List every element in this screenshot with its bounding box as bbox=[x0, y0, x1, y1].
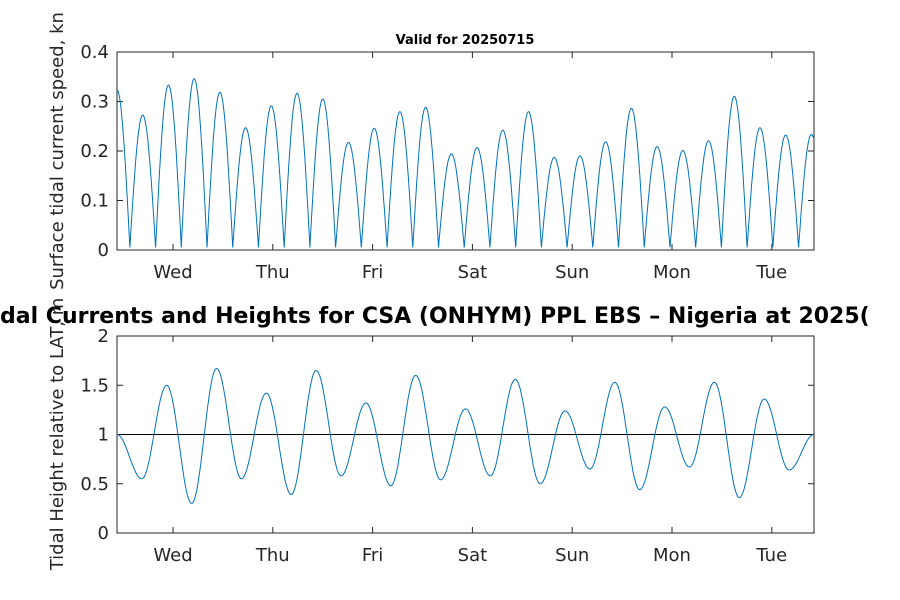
x-tick-label: Sun bbox=[555, 545, 589, 566]
chart-title: Valid for 20250715 bbox=[396, 33, 535, 48]
x-tick-label: Wed bbox=[153, 545, 192, 566]
plot-area-top bbox=[116, 51, 815, 251]
x-tick-label: Mon bbox=[653, 545, 691, 566]
x-tick-label: Mon bbox=[653, 262, 691, 283]
x-tick-label: Thu bbox=[255, 545, 290, 566]
y-tick-label: 0.2 bbox=[80, 141, 109, 162]
page-title: dal Currents and Heights for CSA (ONHYM)… bbox=[0, 304, 870, 329]
x-tick-label: Thu bbox=[255, 262, 290, 283]
y-tick-label: 0 bbox=[98, 523, 109, 544]
y-tick-label: 2 bbox=[98, 326, 109, 347]
x-tick-label: Sat bbox=[458, 262, 488, 283]
x-tick-label: Sun bbox=[555, 262, 589, 283]
x-tick-label: Tue bbox=[755, 545, 787, 566]
y-tick-label: 0 bbox=[98, 240, 109, 261]
y-tick-label: 1.5 bbox=[80, 375, 109, 396]
tidal-height-line bbox=[116, 367, 815, 504]
y-tick-label: 0.4 bbox=[80, 42, 109, 63]
x-tick-label: Fri bbox=[362, 262, 383, 283]
x-tick-label: Tue bbox=[755, 262, 787, 283]
y-tick-label: 0.3 bbox=[80, 92, 109, 113]
y-tick-label: 0.1 bbox=[80, 191, 109, 212]
y-tick-label: 0.5 bbox=[80, 474, 109, 495]
current-speed-chart: Valid for 20250715 Surface tidal current… bbox=[47, 12, 815, 290]
tidal-height-chart: Tidal Height relative to LAT, m 0 0.5 1 1.5… bbox=[47, 298, 815, 572]
x-tick-label: Wed bbox=[153, 262, 192, 283]
x-tick-label: Sat bbox=[458, 545, 488, 566]
y-axis-label-top: Surface tidal current speed, kn bbox=[47, 12, 68, 290]
y-tick-label: 1 bbox=[98, 425, 109, 446]
y-axis-label-bottom: Tidal Height relative to LAT, m bbox=[47, 298, 68, 572]
current-speed-line bbox=[116, 78, 815, 248]
x-tick-label: Fri bbox=[362, 545, 383, 566]
